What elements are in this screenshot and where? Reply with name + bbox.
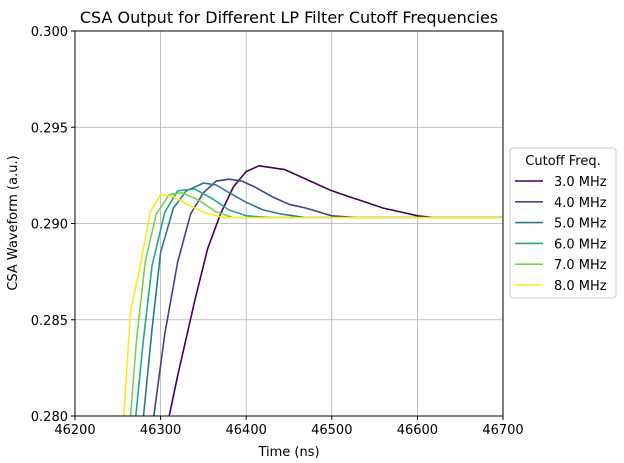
- legend-label: 8.0 MHz: [554, 279, 607, 294]
- legend-label: 4.0 MHz: [554, 196, 607, 211]
- legend-label: 3.0 MHz: [554, 175, 607, 190]
- series-line-8-0-mhz: [123, 193, 503, 416]
- legend-label: 5.0 MHz: [554, 217, 607, 232]
- y-tick-label: 0.290: [31, 218, 68, 233]
- y-ticks: 0.280 0.285 0.290 0.295 0.300: [31, 25, 75, 425]
- chart-title: CSA Output for Different LP Filter Cutof…: [80, 8, 498, 27]
- series-line-6-0-mhz: [135, 188, 503, 416]
- series-line-7-0-mhz: [129, 191, 503, 416]
- y-axis-label: CSA Waveform (a.u.): [6, 155, 21, 290]
- series-line-4-0-mhz: [153, 178, 503, 416]
- y-tick-label: 0.285: [31, 314, 68, 329]
- x-tick-label: 46600: [397, 423, 438, 438]
- legend-label: 6.0 MHz: [554, 237, 607, 252]
- x-tick-label: 46200: [54, 423, 95, 438]
- legend-frame: [509, 147, 617, 299]
- x-ticks: 46200 46300 46400 46500 46600 46700: [54, 416, 524, 438]
- x-tick-label: 46700: [482, 423, 523, 438]
- plot-lines: [123, 165, 503, 416]
- grid: [74, 30, 504, 417]
- y-tick-label: 0.300: [31, 25, 68, 40]
- legend: Cutoff Freq. 3.0 MHz 4.0 MHz 5.0 MHz 6.0 MH…: [509, 147, 617, 299]
- x-tick-label: 46300: [140, 423, 181, 438]
- series-line-3-0-mhz: [168, 165, 503, 416]
- x-tick-label: 46400: [226, 423, 267, 438]
- x-axis-label: Time (ns): [257, 445, 319, 460]
- legend-title: Cutoff Freq.: [525, 154, 600, 169]
- series-line-5-0-mhz: [142, 182, 503, 416]
- y-tick-label: 0.295: [31, 121, 68, 136]
- legend-label: 7.0 MHz: [554, 258, 607, 273]
- y-tick-label: 0.280: [31, 410, 68, 425]
- x-tick-label: 46500: [311, 423, 352, 438]
